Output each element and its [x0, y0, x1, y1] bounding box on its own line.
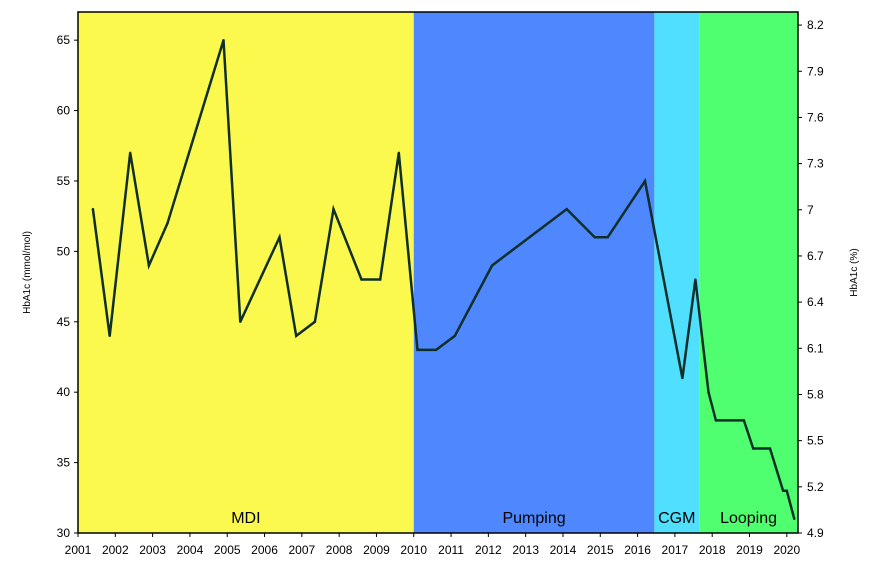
region-label-cgm: CGM: [658, 510, 695, 527]
y-axis-right-ticks: 4.9 5.2 5.5 5.8 6.1 6.4 6.7 7 7.3 7.6 7.9 8.2: [798, 18, 824, 540]
data-point: [742, 419, 746, 422]
x-tick-label: 2011: [438, 543, 464, 557]
region-label-mdi: MDI: [231, 510, 260, 527]
x-tick-label: 2001: [65, 543, 92, 557]
y2-tick-label: 5.2: [807, 480, 824, 494]
data-point: [714, 419, 718, 422]
x-tick-label: 2003: [139, 543, 166, 557]
region-label-pumping: Pumping: [502, 510, 565, 527]
data-point: [643, 179, 647, 183]
x-tick-label: 2015: [587, 543, 614, 557]
y-axis-left-ticks: 30 35 40 45 50 55 60 65: [57, 33, 78, 540]
data-point: [222, 38, 225, 42]
region-labels: MDI Pumping CGM Looping: [231, 510, 777, 527]
data-point: [752, 447, 755, 450]
data-point: [397, 151, 401, 155]
data-point: [416, 348, 419, 352]
region-mdi: [78, 12, 414, 533]
treatment-regions: [78, 12, 798, 533]
y2-tick-label: 4.9: [807, 526, 824, 540]
data-point: [166, 222, 169, 225]
data-point: [108, 334, 111, 338]
data-point: [694, 278, 697, 281]
y2-tick-label: 7.9: [807, 64, 824, 78]
data-point: [332, 207, 335, 211]
x-tick-label: 2008: [326, 543, 353, 557]
y2-tick-label: 6.7: [807, 249, 824, 263]
series-lines: [91, 38, 796, 521]
y-axis-right-label: HbA1c (%): [849, 248, 860, 296]
data-point: [360, 278, 363, 281]
data-point: [565, 207, 568, 211]
region-cgm: [654, 12, 700, 533]
x-axis-ticks: 2001 2002 2003 2004 2005 2006 2007 2008 2009 2010…: [65, 533, 800, 557]
data-point: [793, 517, 796, 521]
data-point: [434, 348, 438, 352]
data-point: [313, 320, 317, 323]
x-tick-label: 2019: [736, 543, 763, 557]
series-line-0: [91, 39, 796, 520]
data-point: [378, 278, 382, 281]
x-tick-label: 2017: [662, 543, 689, 557]
data-point: [278, 236, 281, 239]
x-tick-label: 2018: [699, 543, 726, 557]
y-tick-label: 60: [57, 104, 71, 118]
data-point: [147, 264, 151, 267]
x-tick-label: 2013: [512, 543, 539, 557]
y-tick-label: 40: [57, 385, 71, 399]
y2-tick-label: 8.2: [807, 18, 824, 32]
data-point: [768, 447, 772, 450]
y2-tick-label: 6.4: [807, 295, 824, 309]
y2-tick-label: 7.6: [807, 110, 824, 124]
x-tick-label: 2012: [475, 543, 502, 557]
y-tick-label: 50: [57, 244, 71, 258]
data-point: [91, 207, 95, 211]
x-tick-label: 2005: [214, 543, 241, 557]
data-point: [295, 334, 298, 338]
x-tick-label: 2010: [400, 543, 427, 557]
data-point: [239, 320, 242, 323]
y-tick-label: 45: [57, 315, 71, 329]
data-point: [781, 489, 785, 492]
data-point: [453, 334, 456, 338]
x-tick-label: 2004: [177, 543, 204, 557]
y2-tick-label: 5.8: [807, 387, 824, 401]
data-point: [707, 390, 710, 394]
y-tick-label: 35: [57, 456, 71, 470]
data-point: [490, 264, 494, 267]
x-tick-label: 2002: [102, 543, 129, 557]
x-tick-label: 2009: [363, 543, 390, 557]
x-tick-label: 2006: [251, 543, 278, 557]
y2-tick-label: 7.3: [807, 157, 824, 171]
y-tick-label: 55: [57, 174, 71, 188]
x-tick-label: 2020: [773, 543, 800, 557]
plot-frame: [77, 11, 799, 534]
y2-tick-label: 5.5: [807, 434, 824, 448]
data-point: [681, 376, 684, 380]
y-tick-label: 65: [57, 33, 71, 47]
data-point: [129, 151, 132, 155]
x-tick-label: 2007: [288, 543, 315, 557]
y2-tick-label: 6.1: [807, 341, 824, 355]
data-point: [785, 489, 789, 492]
y-tick-label: 30: [57, 526, 71, 540]
x-tick-label: 2016: [624, 543, 651, 557]
region-label-looping: Looping: [720, 510, 777, 527]
data-point: [593, 236, 596, 239]
region-pumping: [413, 12, 655, 533]
y-axis-left-label: HbA1c (mmol/mol): [22, 231, 33, 314]
y2-tick-label: 7: [807, 203, 814, 217]
x-tick-label: 2014: [550, 543, 577, 557]
region-looping: [699, 12, 798, 533]
data-point: [606, 236, 609, 239]
